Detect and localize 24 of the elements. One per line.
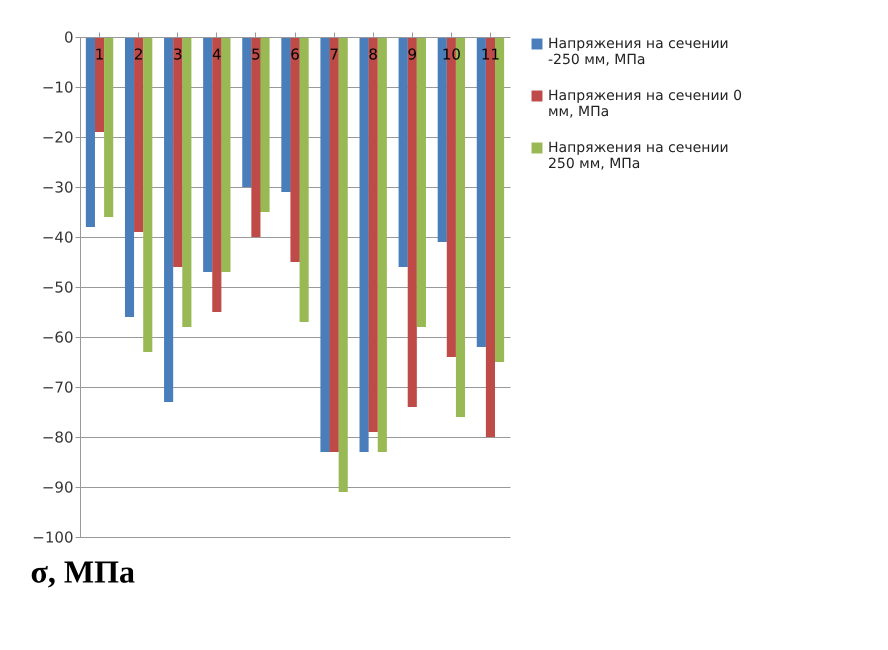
legend-label: Напряжения на сечении -250 мм, МПа: [548, 36, 729, 68]
x-tick-label: 6: [290, 46, 300, 64]
y-tick-label: −60: [42, 328, 74, 346]
x-tick-label: 1: [94, 46, 104, 64]
x-tick-label: 3: [172, 46, 182, 64]
y-tick-label: −50: [42, 278, 74, 296]
y-tick-label: −70: [42, 378, 74, 396]
x-tick-label: 8: [368, 46, 378, 64]
x-tick-label: 7: [329, 46, 339, 64]
y-tick-label: −30: [42, 178, 74, 196]
x-tick-label: 5: [251, 46, 261, 64]
y-tick-label: −20: [42, 128, 74, 146]
y-axis-title: σ, МПа: [30, 554, 135, 590]
x-tick-label: 4: [212, 46, 222, 64]
y-tick-label: 0: [64, 28, 74, 46]
y-tick-label: −80: [42, 428, 74, 446]
x-tick-label: 2: [134, 46, 144, 64]
legend-label: Напряжения на сечении 0 мм, МПа: [548, 88, 742, 120]
x-tick-label: 9: [408, 46, 418, 64]
y-tick-label: −10: [42, 78, 74, 96]
y-tick-label: −100: [32, 528, 74, 546]
y-tick-label: −90: [42, 478, 74, 496]
legend-label: Напряжения на сечении 250 мм, МПа: [548, 140, 729, 172]
y-tick-label: −40: [42, 228, 74, 246]
